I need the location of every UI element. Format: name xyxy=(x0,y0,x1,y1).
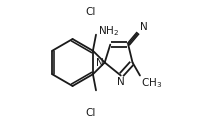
Text: Cl: Cl xyxy=(85,108,96,118)
Text: N: N xyxy=(117,77,125,87)
Text: NH$_2$: NH$_2$ xyxy=(98,24,120,38)
Text: CH$_3$: CH$_3$ xyxy=(141,76,162,90)
Text: N: N xyxy=(140,22,147,32)
Text: Cl: Cl xyxy=(85,7,96,17)
Text: N: N xyxy=(96,58,104,68)
